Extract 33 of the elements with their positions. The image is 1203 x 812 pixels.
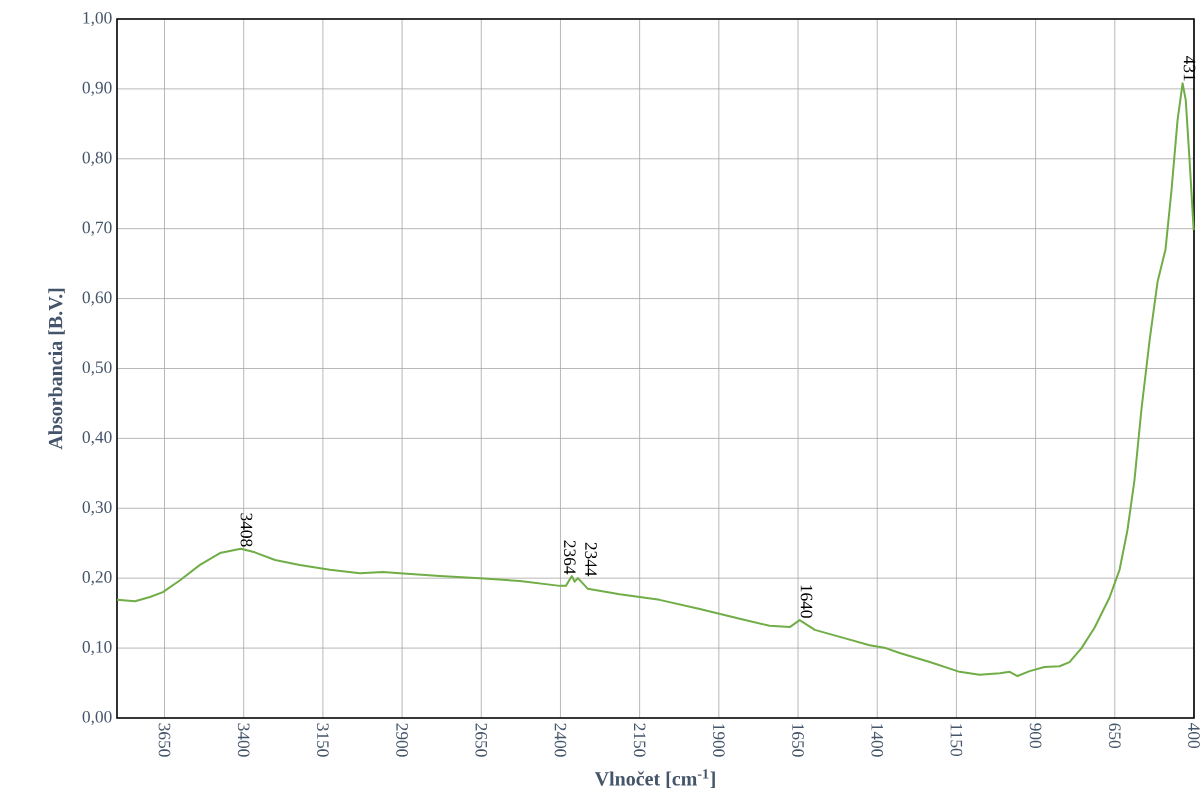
x-tick-label: 1900 bbox=[713, 724, 725, 757]
x-tick-label: 3400 bbox=[237, 723, 250, 757]
x-tick-label: 650 bbox=[1108, 723, 1121, 749]
y-tick-label: 0,20 bbox=[82, 571, 112, 586]
y-tick-label: 0,30 bbox=[82, 501, 112, 516]
x-tick-label: 400 bbox=[1188, 723, 1200, 749]
y-tick-label: 0,10 bbox=[82, 640, 112, 656]
y-tick-label: 1,00 bbox=[83, 11, 112, 27]
x-tick-label: 3150 bbox=[317, 723, 329, 757]
annotation: 2364 bbox=[563, 540, 576, 575]
y-tick-label: 0,90 bbox=[82, 81, 112, 96]
x-tick-label: 2650 bbox=[475, 723, 488, 757]
annotation: 1640 bbox=[800, 585, 813, 618]
x-tick-label: 2150 bbox=[633, 723, 646, 757]
y-tick-label: 0,80 bbox=[82, 151, 112, 166]
x-axis-title: Vlnočet [cm$^{-1}$] bbox=[594, 769, 715, 789]
line-series bbox=[115, 82, 1195, 678]
annotation: 431 bbox=[1183, 56, 1196, 81]
y-tick-label: 0,50 bbox=[82, 361, 112, 376]
y-axis-title: Absorbancia [B.V.] bbox=[48, 288, 65, 450]
annotation: 3408 bbox=[240, 513, 253, 547]
x-tick-label: 1400 bbox=[871, 724, 884, 757]
annotation: 2344 bbox=[585, 542, 597, 577]
y-tick-label: 0,00 bbox=[82, 710, 112, 726]
x-tick-label: 2900 bbox=[396, 723, 408, 757]
x-tick-label: 3650 bbox=[158, 723, 171, 757]
x-tick-label: 1150 bbox=[950, 724, 963, 757]
y-tick-label: 0,40 bbox=[82, 431, 112, 446]
y-tick-label: 0,60 bbox=[82, 291, 112, 306]
x-tick-label: 1650 bbox=[792, 724, 804, 757]
x-tick-label: 900 bbox=[1029, 723, 1042, 749]
y-tick-label: 0,70 bbox=[82, 221, 112, 236]
x-tick-label: 2400 bbox=[554, 723, 567, 757]
